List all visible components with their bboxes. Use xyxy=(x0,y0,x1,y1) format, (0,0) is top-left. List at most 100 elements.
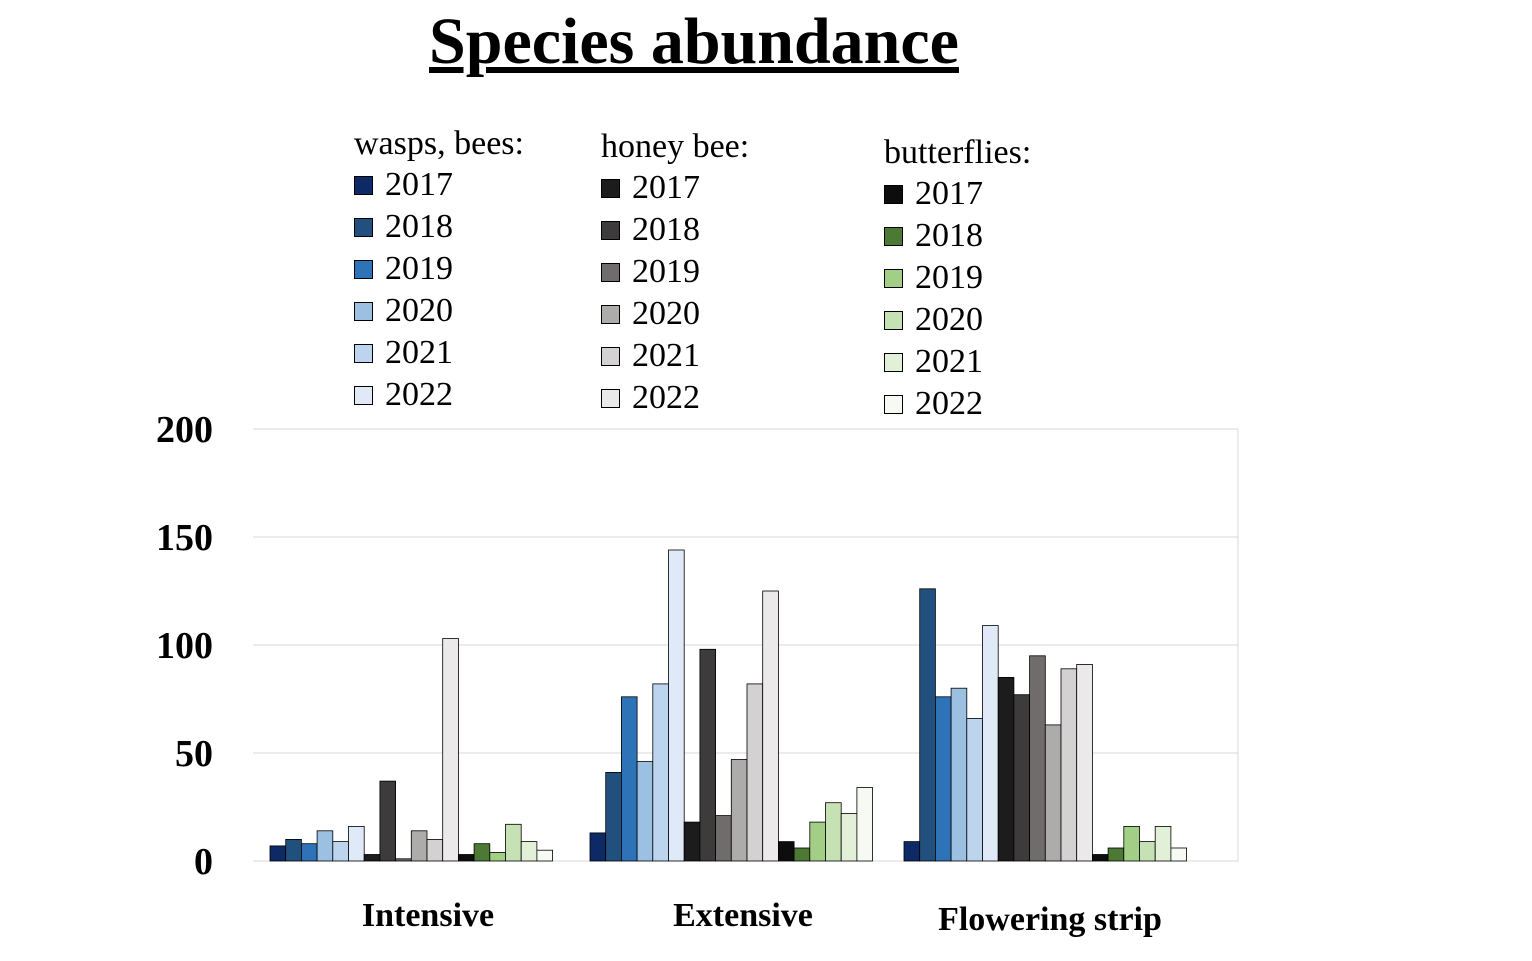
bar-1-2018-1 xyxy=(699,648,717,862)
legend-item: 2017 xyxy=(601,167,749,209)
legend-label: 2018 xyxy=(632,211,700,248)
bar-1-2021-1 xyxy=(746,683,764,862)
legend-label: 2017 xyxy=(915,175,983,212)
legend-swatch xyxy=(884,226,903,246)
legend-item: 2022 xyxy=(354,374,524,416)
bar-1-2017-1 xyxy=(683,821,701,862)
legend-label: 2020 xyxy=(385,292,453,329)
y-tick-label: 100 xyxy=(156,625,213,667)
bar-2-2018-1 xyxy=(793,847,811,862)
legend-label: 2021 xyxy=(915,343,983,380)
legend-item: 2019 xyxy=(601,251,749,293)
bar-0-2018-2 xyxy=(919,588,936,862)
legend-item: 2019 xyxy=(354,248,524,290)
bar-2-2021-2 xyxy=(1154,826,1172,862)
legend-label: 2022 xyxy=(632,379,700,416)
legend-swatch xyxy=(884,394,903,414)
bar-1-2020-0 xyxy=(410,830,428,862)
bar-1-2017-0 xyxy=(363,854,381,862)
legend-label: 2017 xyxy=(632,169,700,206)
chart-title: Species abundance xyxy=(429,5,959,78)
legend-item: 2021 xyxy=(354,332,524,374)
bar-2-2022-2 xyxy=(1170,847,1188,862)
legend-label: 2017 xyxy=(385,166,453,203)
legend-swatch xyxy=(884,268,903,288)
legend-swatch xyxy=(354,343,373,363)
legend-item: 2018 xyxy=(354,206,524,248)
legend-label: 2021 xyxy=(385,334,453,371)
bar-2-2019-0 xyxy=(489,852,506,862)
bar-1-2019-2 xyxy=(1029,655,1046,862)
bar-2-2017-0 xyxy=(457,854,475,862)
legend-butterflies: butterflies: 2017 2018 2019 2020 2021 2022 xyxy=(884,133,1031,425)
legend-item: 2020 xyxy=(884,299,1031,341)
legend-heading: wasps, bees: xyxy=(354,125,524,162)
bar-2-2020-2 xyxy=(1139,841,1156,862)
bar-1-2022-1 xyxy=(762,590,779,862)
legend-swatch xyxy=(354,301,373,321)
legend-swatch xyxy=(884,352,903,372)
bar-1-2018-2 xyxy=(1013,694,1031,862)
legend-label: 2018 xyxy=(385,208,453,245)
bar-0-2020-2 xyxy=(950,687,968,862)
legend-item: 2021 xyxy=(884,341,1031,383)
legend-label: 2022 xyxy=(915,385,983,422)
y-tick-label: 0 xyxy=(194,841,213,883)
legend-label: 2019 xyxy=(915,259,983,296)
legend-swatch xyxy=(601,220,620,240)
legend-item: 2017 xyxy=(884,173,1031,215)
legend-item: 2018 xyxy=(601,209,749,251)
bar-0-2019-2 xyxy=(935,696,952,862)
legend-swatch xyxy=(601,262,620,282)
x-category-label: Extensive xyxy=(673,897,813,934)
legend-label: 2021 xyxy=(632,337,700,374)
legend-label: 2019 xyxy=(385,250,453,287)
bar-2-2022-0 xyxy=(536,849,554,862)
legend-swatch xyxy=(354,217,373,237)
bar-2-2020-0 xyxy=(505,823,522,862)
bar-0-2020-1 xyxy=(636,761,654,862)
legend-wasps-bees: wasps, bees: 2017 2018 2019 2020 2021 2022 xyxy=(354,124,524,416)
bar-2-2017-1 xyxy=(778,841,795,862)
legend-heading: honey bee: xyxy=(601,128,750,165)
bar-0-2022-1 xyxy=(668,549,685,862)
legend-item: 2020 xyxy=(354,290,524,332)
legend-swatch xyxy=(601,304,620,324)
bar-1-2021-0 xyxy=(426,839,444,862)
bar-0-2017-2 xyxy=(903,841,921,862)
bar-0-2021-2 xyxy=(966,718,983,862)
bar-1-2018-0 xyxy=(379,780,396,862)
bar-2-2019-2 xyxy=(1123,826,1140,862)
legend-item: 2022 xyxy=(601,377,749,419)
y-tick-label: 50 xyxy=(175,733,213,775)
y-tick-label: 200 xyxy=(156,409,213,451)
legend-label: 2020 xyxy=(915,301,983,338)
bar-0-2017-1 xyxy=(589,832,607,862)
bar-1-2022-0 xyxy=(442,638,459,862)
bar-2-2017-2 xyxy=(1092,854,1109,862)
legend-item: 2021 xyxy=(601,335,749,377)
legend-label: 2020 xyxy=(632,295,700,332)
bar-1-2020-2 xyxy=(1044,724,1062,862)
bar-0-2021-0 xyxy=(332,841,349,862)
x-category-label: Intensive xyxy=(362,897,494,934)
legend-swatch xyxy=(601,388,620,408)
legend-label: 2018 xyxy=(915,217,983,254)
bar-2-2018-2 xyxy=(1107,847,1125,862)
bar-0-2021-1 xyxy=(652,683,669,862)
bar-0-2020-0 xyxy=(316,830,334,862)
bar-0-2019-1 xyxy=(621,696,638,862)
bar-1-2022-2 xyxy=(1076,664,1093,862)
bar-1-2017-2 xyxy=(997,677,1015,862)
legend-swatch xyxy=(884,184,903,204)
bar-2-2020-1 xyxy=(825,802,842,862)
legend-swatch xyxy=(601,178,620,198)
legend-label: 2022 xyxy=(385,376,453,413)
x-category-label: Flowering strip xyxy=(938,901,1162,938)
bar-0-2018-0 xyxy=(285,839,302,862)
legend-swatch xyxy=(354,385,373,405)
bar-1-2019-0 xyxy=(395,858,412,862)
legend-honey-bee: honey bee: 2017 2018 2019 2020 2021 2022 xyxy=(601,127,749,419)
bar-2-2021-1 xyxy=(840,813,858,862)
